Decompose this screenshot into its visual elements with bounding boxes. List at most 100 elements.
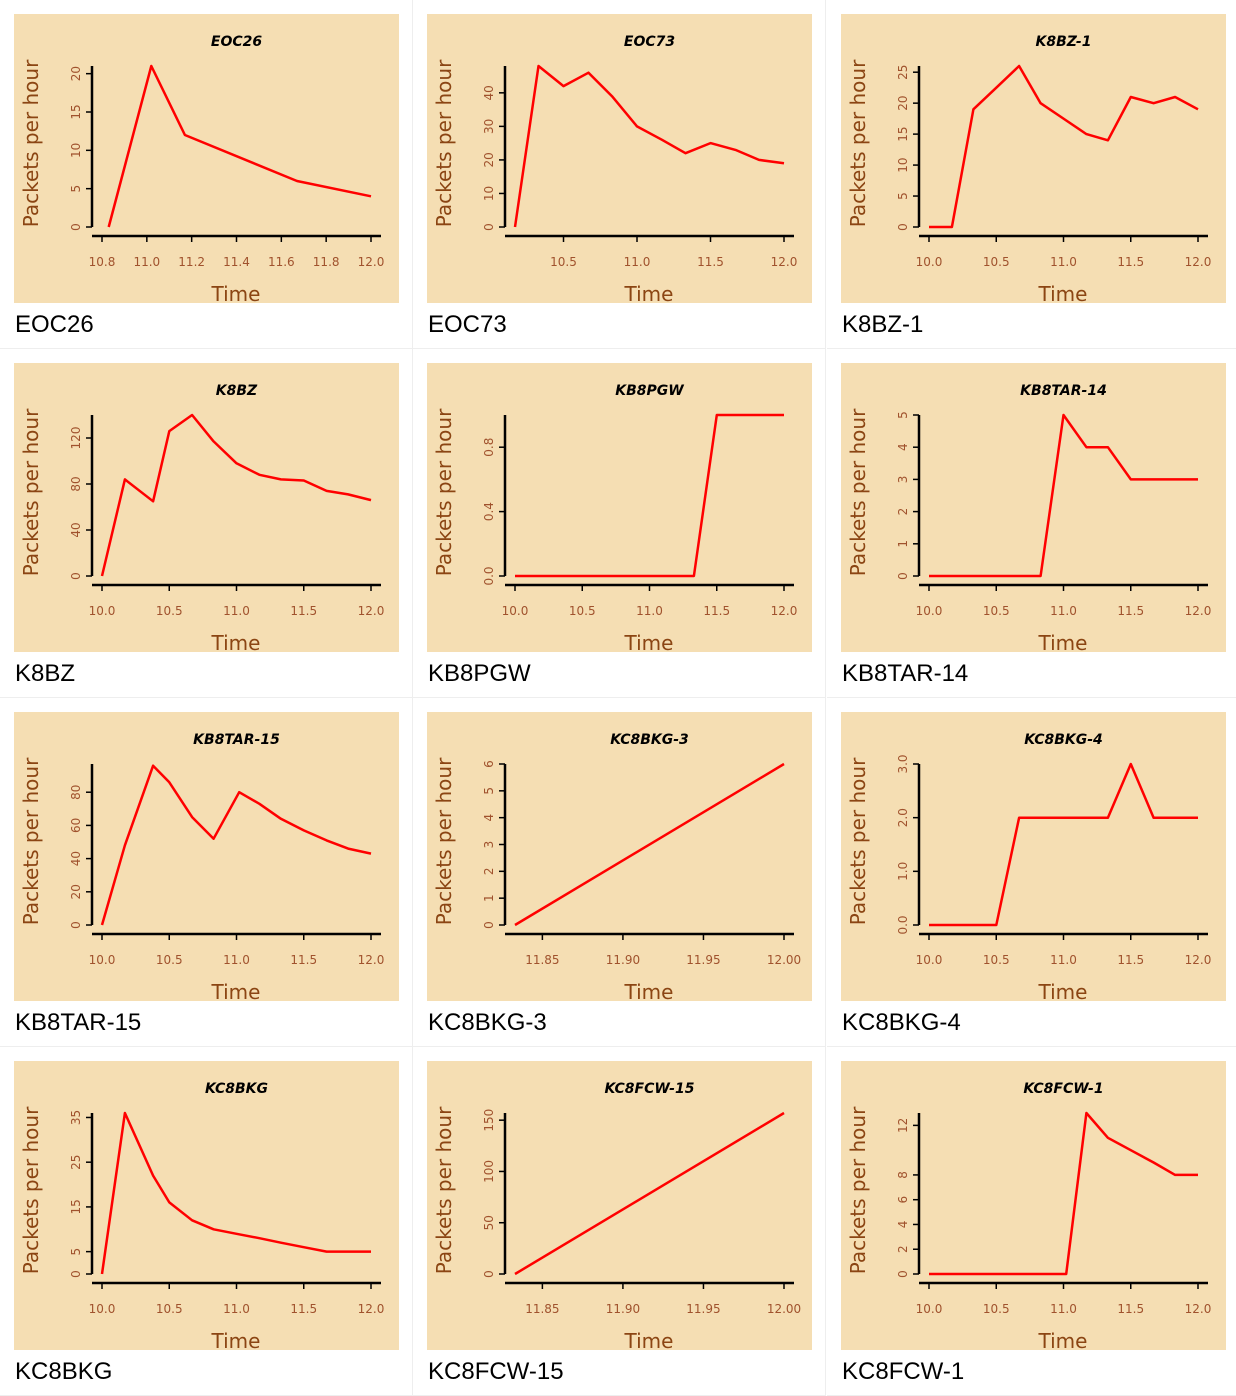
y-tick-label: 6: [482, 760, 496, 768]
plot-background: [841, 363, 1226, 652]
x-tick-label: 11.0: [1050, 255, 1077, 269]
chart-title: K8BZ: [216, 383, 258, 399]
y-tick-label: 4: [896, 1221, 910, 1229]
x-tick-label: 11.5: [290, 604, 317, 618]
line-chart: KB8PGW 0.0 0.4 0.8 10.0 10.5 11.0 11.5 12.0 Packe…: [427, 363, 812, 652]
chart-title: KC8FCW-15: [605, 1081, 695, 1097]
line-chart: KC8FCW-1 0 2 4 6 8 12 10.0 10.5 11.0 11.5 12.0 Packe…: [841, 1061, 1226, 1350]
y-tick-label: 2: [482, 868, 496, 876]
y-tick-label: 5: [896, 411, 910, 419]
x-tick-label: 12.0: [1185, 255, 1212, 269]
x-tick-label: 10.5: [156, 953, 183, 967]
x-tick-label: 11.5: [1117, 1302, 1144, 1316]
y-tick-label: 4: [896, 443, 910, 451]
chart-caption: K8BZ: [15, 660, 76, 687]
x-tick-label: 11.0: [223, 604, 250, 618]
x-tick-label: 12.0: [358, 255, 385, 269]
y-tick-label: 40: [69, 522, 83, 537]
plot-background: [841, 1061, 1226, 1350]
y-axis-label: Packets per hour: [19, 1106, 43, 1274]
y-tick-label: 0.8: [482, 438, 496, 457]
line-chart: EOC73 0 10 20 30 40 10.5 11.0 11.5 12.0 Packets pe…: [427, 14, 812, 303]
x-tick-label: 10.5: [550, 255, 577, 269]
y-tick-label: 20: [482, 152, 496, 167]
y-axis-label: Packets per hour: [432, 59, 456, 227]
y-axis-label: Packets per hour: [19, 408, 43, 576]
x-tick-label: 11.0: [133, 255, 160, 269]
axes: 0 50 100 150 11.85 11.90 11.95 12.00: [482, 1109, 801, 1316]
y-axis-label: Packets per hour: [432, 757, 456, 925]
x-tick-label: 11.6: [268, 255, 295, 269]
x-tick-label: 11.5: [290, 1302, 317, 1316]
y-tick-label: 2: [896, 1245, 910, 1253]
y-tick-label: 10: [69, 143, 83, 158]
x-tick-label: 11.0: [223, 1302, 250, 1316]
axes: 0 5 15 25 35 10.0 10.5 11.0 11.5 12.0: [69, 1110, 384, 1316]
y-tick-label: 60: [69, 818, 83, 833]
y-tick-label: 20: [896, 96, 910, 111]
line-chart: KC8BKG-3 0 1 2 3 4 5 6 11.85 11.90 11.95 12.00 Packe…: [427, 712, 812, 1001]
y-tick-label: 80: [69, 476, 83, 491]
chart-cell: KC8FCW-15 0 50 100 150 11.85 11.90 11.95 12.00 Pa…: [413, 1047, 826, 1396]
y-tick-label: 1: [896, 540, 910, 548]
x-tick-label: 10.0: [89, 1302, 116, 1316]
y-tick-label: 0: [482, 921, 496, 929]
axes: 0 1 2 3 4 5 6 11.85 11.90 11.95 12.00: [482, 760, 801, 967]
y-tick-label: 5: [69, 185, 83, 193]
y-tick-label: 6: [896, 1196, 910, 1204]
chart-cell: K8BZ 0 40 80 120 10.0 10.5 11.0 11.5 12.0 Packets …: [0, 349, 413, 698]
y-tick-label: 4: [482, 814, 496, 822]
x-tick-label: 11.0: [1050, 604, 1077, 618]
x-tick-label: 12.0: [358, 1302, 385, 1316]
y-tick-label: 3.0: [896, 754, 910, 773]
series-line: [107, 64, 372, 228]
y-tick-label: 12: [896, 1118, 910, 1133]
series-line: [929, 1111, 1198, 1276]
x-axis-label: Time: [211, 631, 261, 652]
x-tick-label: 12.00: [767, 953, 801, 967]
plot-background: [841, 14, 1226, 303]
axes: 0 40 80 120 10.0 10.5 11.0 11.5 12.0: [69, 415, 384, 618]
line-chart: K8BZ-1 0 5 10 15 20 25 10.0 10.5 11.0 11.5 12.0 Pack…: [841, 14, 1226, 303]
x-tick-label: 10.5: [156, 604, 183, 618]
x-tick-label: 11.5: [703, 604, 730, 618]
axes: 0.0 0.4 0.8 10.0 10.5 11.0 11.5 12.0: [482, 415, 797, 618]
x-tick-label: 12.0: [771, 604, 798, 618]
x-axis-label: Time: [1038, 282, 1088, 303]
x-tick-label: 11.0: [223, 953, 250, 967]
y-tick-label: 10: [482, 186, 496, 201]
x-tick-label: 10.5: [983, 604, 1010, 618]
series-line: [100, 1111, 371, 1275]
y-tick-label: 0: [69, 223, 83, 231]
x-tick-label: 12.0: [771, 255, 798, 269]
x-axis-label: Time: [1038, 1329, 1088, 1350]
series-line: [929, 64, 1199, 229]
axes: 0 1 2 3 4 5 10.0 10.5 11.0 11.5 12.0: [896, 411, 1211, 618]
series-line: [100, 764, 372, 926]
y-tick-label: 0: [896, 223, 910, 231]
chart-caption: EOC26: [15, 311, 94, 338]
x-tick-label: 10.5: [569, 604, 596, 618]
x-tick-label: 10.0: [916, 604, 943, 618]
x-tick-label: 10.8: [89, 255, 116, 269]
x-axis-label: Time: [624, 980, 674, 1001]
x-tick-label: 12.0: [1185, 604, 1212, 618]
x-axis-label: Time: [624, 1329, 674, 1350]
chart-title: KB8PGW: [615, 383, 684, 399]
chart-title: EOC73: [624, 34, 675, 50]
y-tick-label: 5: [896, 192, 910, 200]
y-axis-label: Packets per hour: [846, 1106, 870, 1274]
x-tick-label: 10.5: [156, 1302, 183, 1316]
x-tick-label: 12.0: [358, 953, 385, 967]
y-tick-label: 5: [69, 1248, 83, 1256]
chart-caption: K8BZ-1: [842, 311, 924, 338]
x-tick-label: 11.85: [525, 953, 559, 967]
x-tick-label: 12.00: [767, 1302, 801, 1316]
y-axis-label: Packets per hour: [19, 757, 43, 925]
y-tick-label: 2.0: [896, 808, 910, 827]
plot-background: [14, 363, 399, 652]
y-tick-label: 100: [482, 1160, 496, 1183]
plot-background: [427, 1061, 812, 1350]
series-line: [514, 1111, 785, 1276]
